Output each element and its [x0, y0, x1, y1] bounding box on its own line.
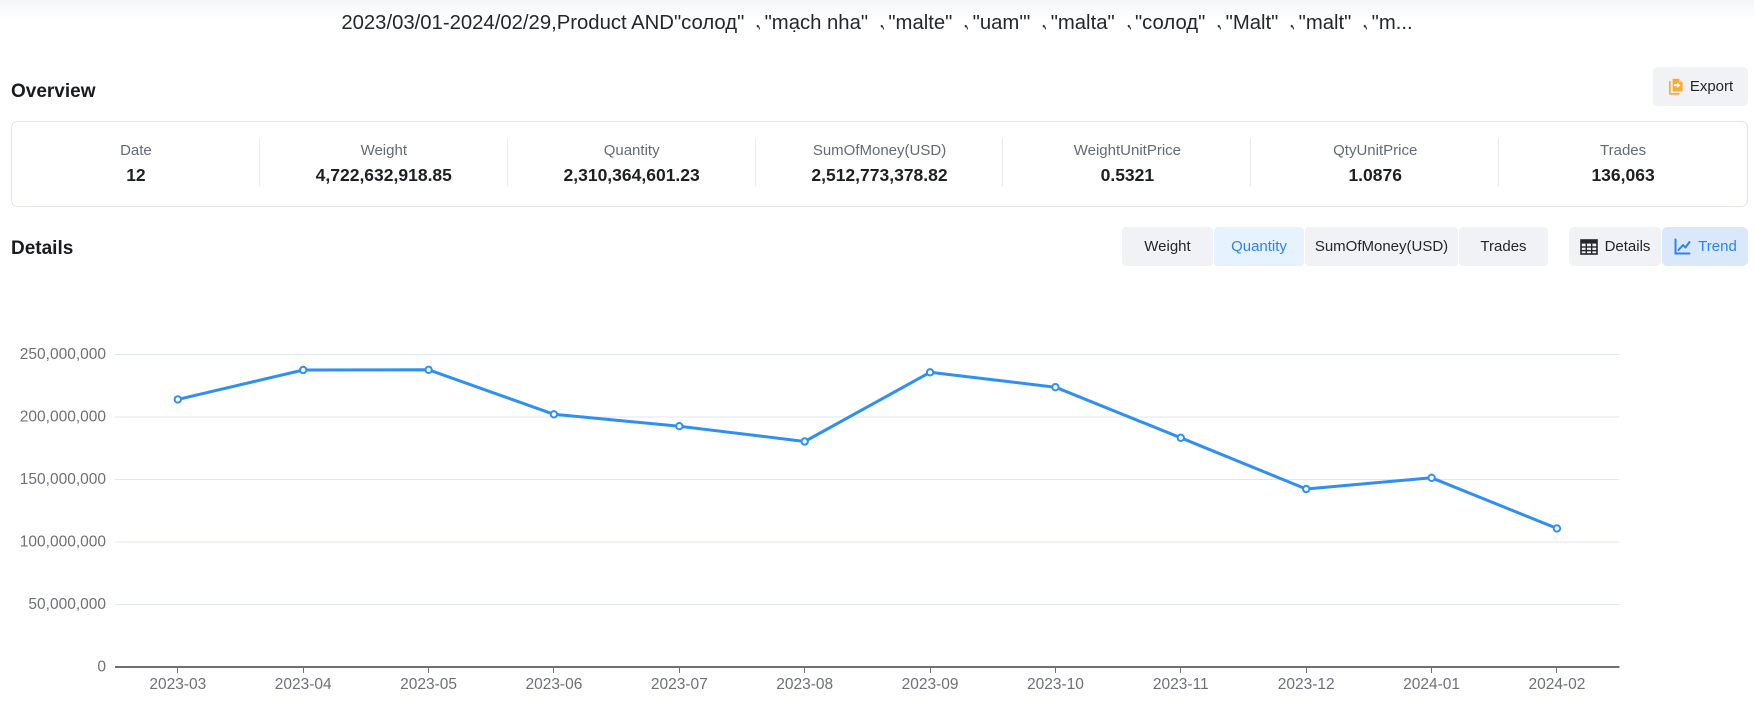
svg-text:2023-03: 2023-03	[149, 676, 206, 693]
svg-text:100,000,000: 100,000,000	[20, 534, 107, 551]
svg-text:50,000,000: 50,000,000	[28, 596, 106, 613]
svg-text:2023-09: 2023-09	[902, 676, 959, 693]
svg-text:0: 0	[97, 659, 106, 676]
svg-text:2023-12: 2023-12	[1278, 676, 1335, 693]
svg-text:2023-06: 2023-06	[525, 676, 582, 693]
svg-text:2023-07: 2023-07	[651, 676, 708, 693]
svg-text:2023-08: 2023-08	[776, 676, 833, 693]
svg-text:2023-11: 2023-11	[1153, 676, 1209, 693]
svg-text:2024-01: 2024-01	[1403, 676, 1460, 693]
svg-text:2023-05: 2023-05	[400, 676, 457, 693]
svg-text:2023-04: 2023-04	[275, 676, 332, 693]
svg-text:2024-02: 2024-02	[1528, 676, 1585, 693]
svg-text:150,000,000: 150,000,000	[20, 471, 107, 488]
svg-text:2023-10: 2023-10	[1027, 676, 1084, 693]
svg-text:200,000,000: 200,000,000	[20, 409, 107, 426]
svg-text:250,000,000: 250,000,000	[20, 346, 107, 363]
